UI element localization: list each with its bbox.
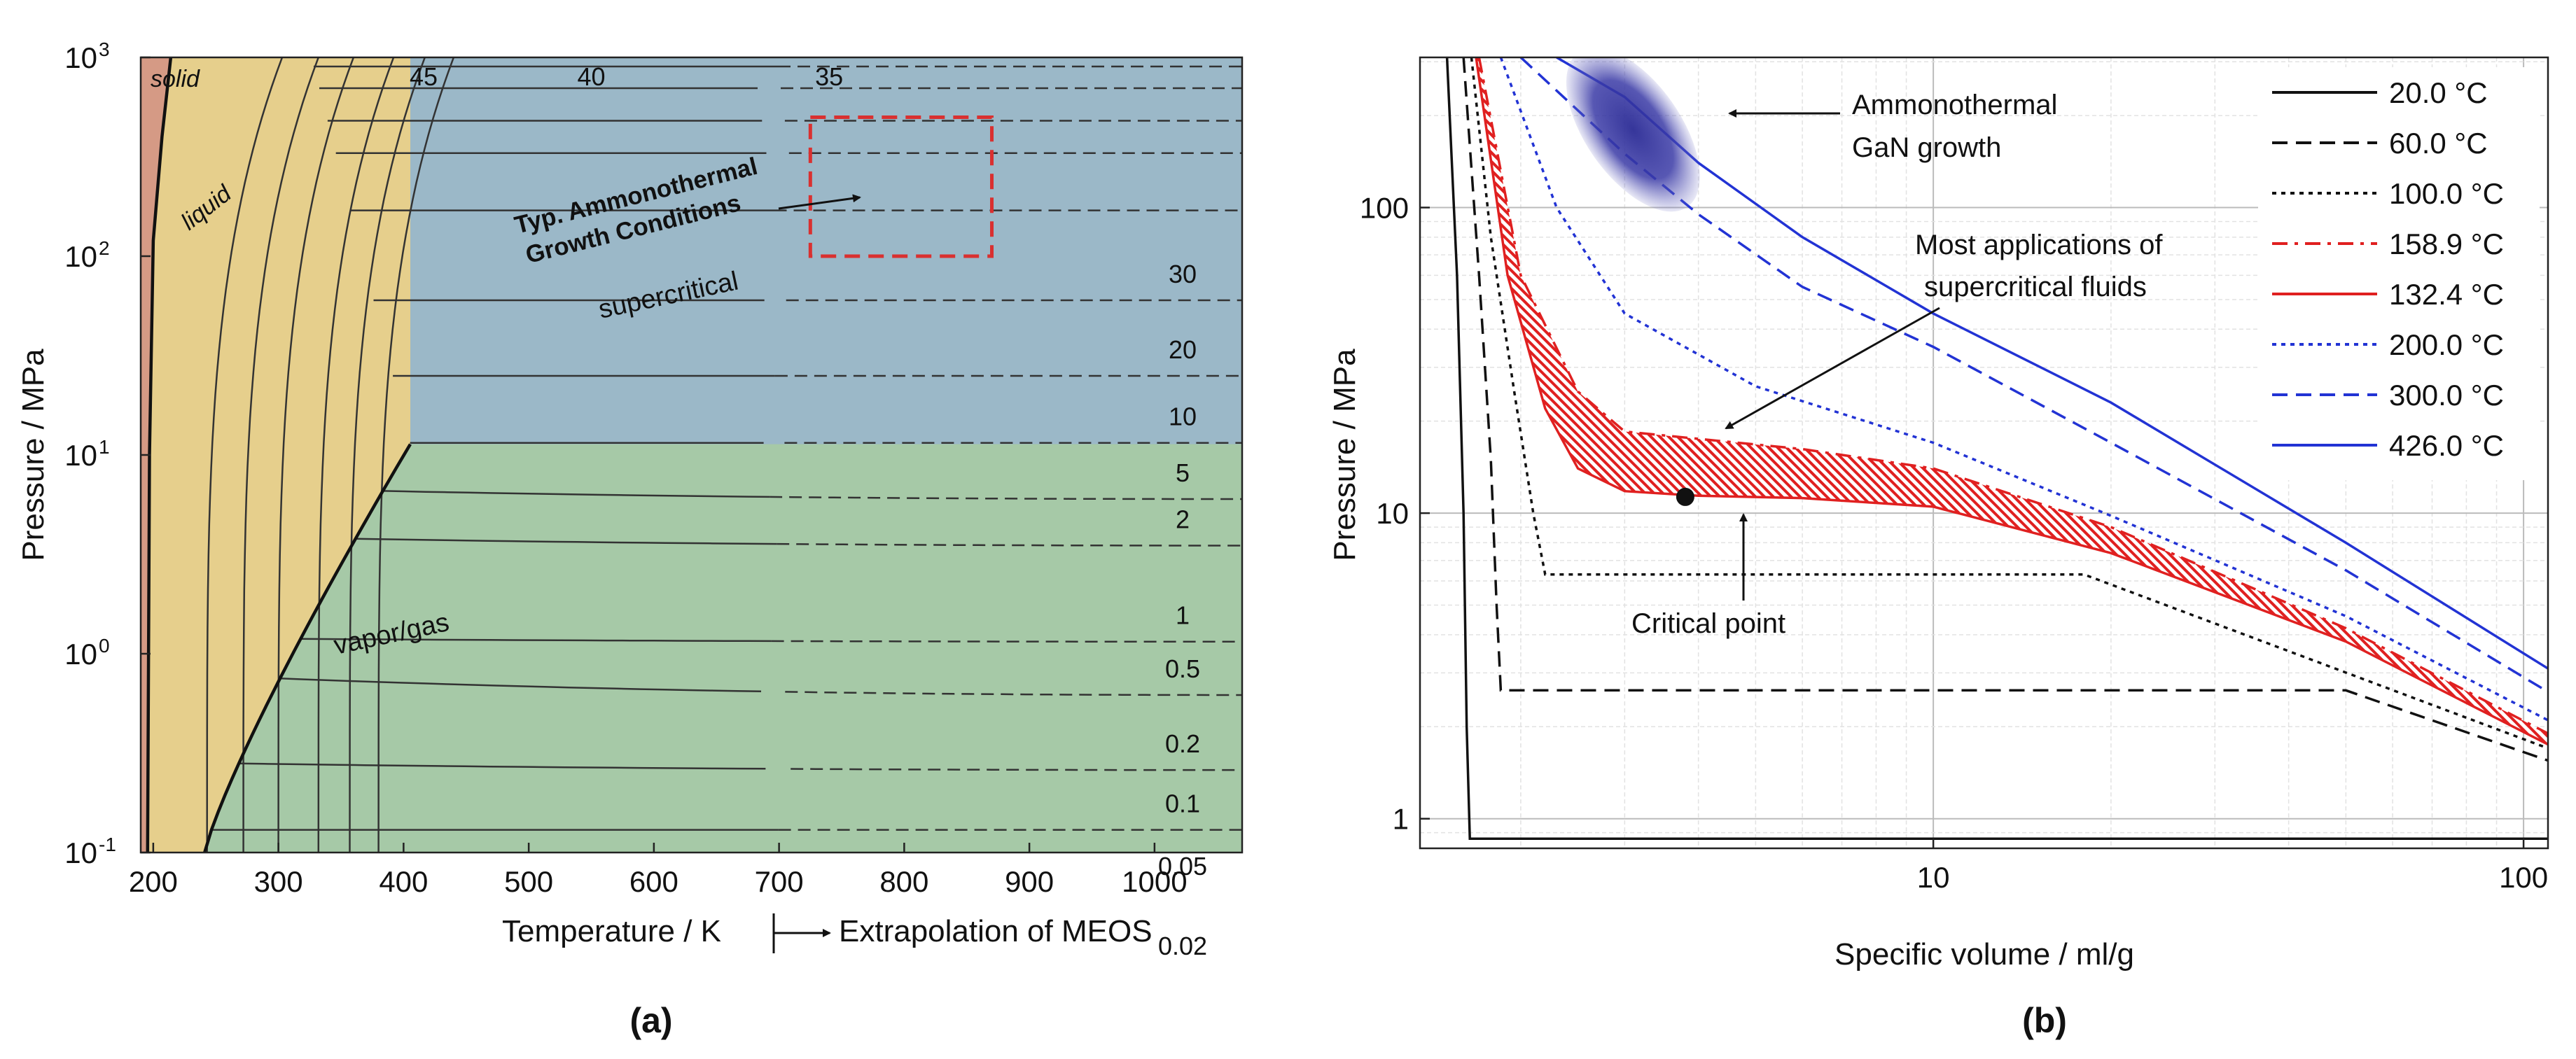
applications-annotation-line1: Most applications of	[1915, 230, 2163, 260]
isochore-liquid-line	[317, 57, 395, 853]
applications-annotation-line2: supercritical fluids	[1924, 272, 2147, 302]
legend-label: 60.0 °C	[2389, 127, 2488, 160]
legend-label: 158.9 °C	[2389, 227, 2504, 260]
isochore-label: 20	[1169, 335, 1197, 364]
isotherm-132.4-line	[1475, 57, 2548, 746]
isochore-line	[279, 678, 762, 693]
x-tick-label-a: 700	[755, 865, 804, 898]
y-tick-label-b: 1	[1393, 803, 1409, 836]
y-tick-exponent-a: 2	[99, 237, 110, 259]
isochore-liquid-line	[277, 57, 355, 853]
x-axis-label-b: Specific volume / ml/g	[1834, 937, 2134, 972]
x-tick-label-a: 600	[629, 865, 678, 898]
isochore-extrapolation	[785, 691, 1242, 696]
y-tick-label-a: 10	[64, 836, 97, 869]
extrapolation-marker	[772, 913, 831, 953]
x-tick-label-a: 900	[1005, 865, 1054, 898]
y-axis-label-a: Pressure / MPa	[16, 349, 50, 561]
legend-label: 100.0 °C	[2389, 177, 2504, 210]
isochore-label: 0.1	[1165, 790, 1200, 818]
isochore-line	[382, 490, 770, 498]
region-label-solid: solid	[151, 66, 200, 92]
isochore-extrapolation	[771, 640, 1242, 643]
isochore-label: 2	[1176, 505, 1190, 533]
growth-blob	[1566, 57, 1700, 212]
phase-boundaries	[146, 57, 412, 853]
y-tick-label-a: 10	[64, 439, 97, 472]
critical-point-annotation: Critical point	[1631, 608, 1785, 639]
isotherm-20.0-line	[1445, 57, 2548, 841]
x-tick-label-a: 1000	[1122, 865, 1187, 898]
x-tick-label-b: 100	[2499, 861, 2548, 894]
isochore-liquid-line	[349, 57, 426, 853]
isochore-liquid-line	[242, 57, 319, 853]
region-liquid	[147, 57, 411, 853]
isochore-extrapolation	[770, 496, 1242, 500]
plot-frame-b	[1419, 56, 2549, 850]
caption-a: (a)	[629, 1001, 672, 1040]
extrapolation-label: Extrapolation of MEOS	[839, 914, 1153, 948]
isochore-label: 45	[410, 62, 438, 91]
critical-point-marker	[1676, 487, 1694, 506]
isochore-lines	[204, 57, 1242, 853]
x-tick-label-a: 300	[254, 865, 303, 898]
isochore-label: 0.05	[1158, 852, 1207, 881]
x-tick-label-a: 800	[879, 865, 928, 898]
isochore-label: 30	[1169, 260, 1197, 288]
legend-label: 426.0 °C	[2389, 429, 2504, 462]
legend-label: 132.4 °C	[2389, 278, 2504, 311]
isotherm-200.0-line	[1499, 57, 2548, 722]
y-tick-label-b: 100	[1360, 192, 1409, 225]
growth-conditions-box	[808, 115, 994, 258]
y-tick-exponent-a: -1	[99, 834, 116, 855]
legend: 20.0 °C 60.0 °C 100.0 °C 158.9 °C 132.4 °C 20…	[2258, 67, 2540, 480]
isochore-label: 10	[1169, 402, 1197, 431]
melting-curve	[146, 57, 173, 853]
vapor-pressure-curve	[203, 443, 412, 853]
growth-annotation-line2: GaN growth	[1852, 132, 2001, 163]
growth-arrow	[778, 194, 861, 210]
region-supercritical	[410, 57, 1242, 444]
caption-b: (b)	[2022, 1001, 2067, 1040]
panel-b: 10 100 1 10 100 20.0 °C 60.0 °C 100.0 °C 158.9 …	[1328, 56, 2549, 1040]
x-tick-label-a: 200	[129, 865, 178, 898]
isochore-extrapolation	[791, 768, 1242, 771]
phase-regions	[141, 57, 1242, 853]
isochore-liquid-line	[377, 57, 455, 853]
isochore-label: 40	[577, 62, 605, 91]
applications-annotation-arrow	[1725, 307, 1940, 430]
isochore-label: 35	[815, 62, 843, 91]
isochore-label: 0.5	[1165, 654, 1200, 683]
isochore-labels: 45 40 35 30 20 10 5 2 1 0.5 0.2 0.1 0.05 0.02	[410, 62, 1207, 960]
x-tick-label-a: 500	[504, 865, 553, 898]
legend-label: 300.0 °C	[2389, 379, 2504, 412]
isochore-label: 5	[1176, 458, 1190, 487]
x-tick-label-a: 400	[379, 865, 428, 898]
isochore-liquid-line	[206, 57, 284, 853]
isochore-label: 0.02	[1158, 932, 1207, 960]
axis-ticks-b: 10 100 1 10 100	[1360, 192, 2548, 894]
isochore-line	[239, 762, 766, 770]
isochore-label: 1	[1176, 601, 1190, 630]
y-tick-label-a: 10	[64, 41, 97, 74]
y-tick-exponent-a: 3	[99, 38, 110, 60]
legend-label: 200.0 °C	[2389, 328, 2504, 361]
isochore-label: 0.2	[1165, 729, 1200, 758]
isotherm-60.0-line	[1462, 57, 2548, 762]
growth-annotation-line1: Ammonothermal	[1852, 90, 2057, 120]
y-tick-label-b: 10	[1376, 497, 1409, 530]
y-tick-exponent-a: 0	[99, 635, 110, 657]
y-tick-exponent-a: 1	[99, 436, 110, 458]
x-axis-label-a: Temperature / K	[502, 914, 721, 948]
legend-label: 20.0 °C	[2389, 76, 2488, 109]
y-tick-label-a: 10	[64, 240, 97, 273]
y-tick-label-a: 10	[64, 638, 97, 671]
isotherm-158.9-line	[1477, 57, 2548, 735]
isochore-line	[355, 538, 777, 545]
y-axis-label-b: Pressure / MPa	[1328, 349, 1362, 561]
x-tick-label-b: 10	[1917, 861, 1950, 894]
